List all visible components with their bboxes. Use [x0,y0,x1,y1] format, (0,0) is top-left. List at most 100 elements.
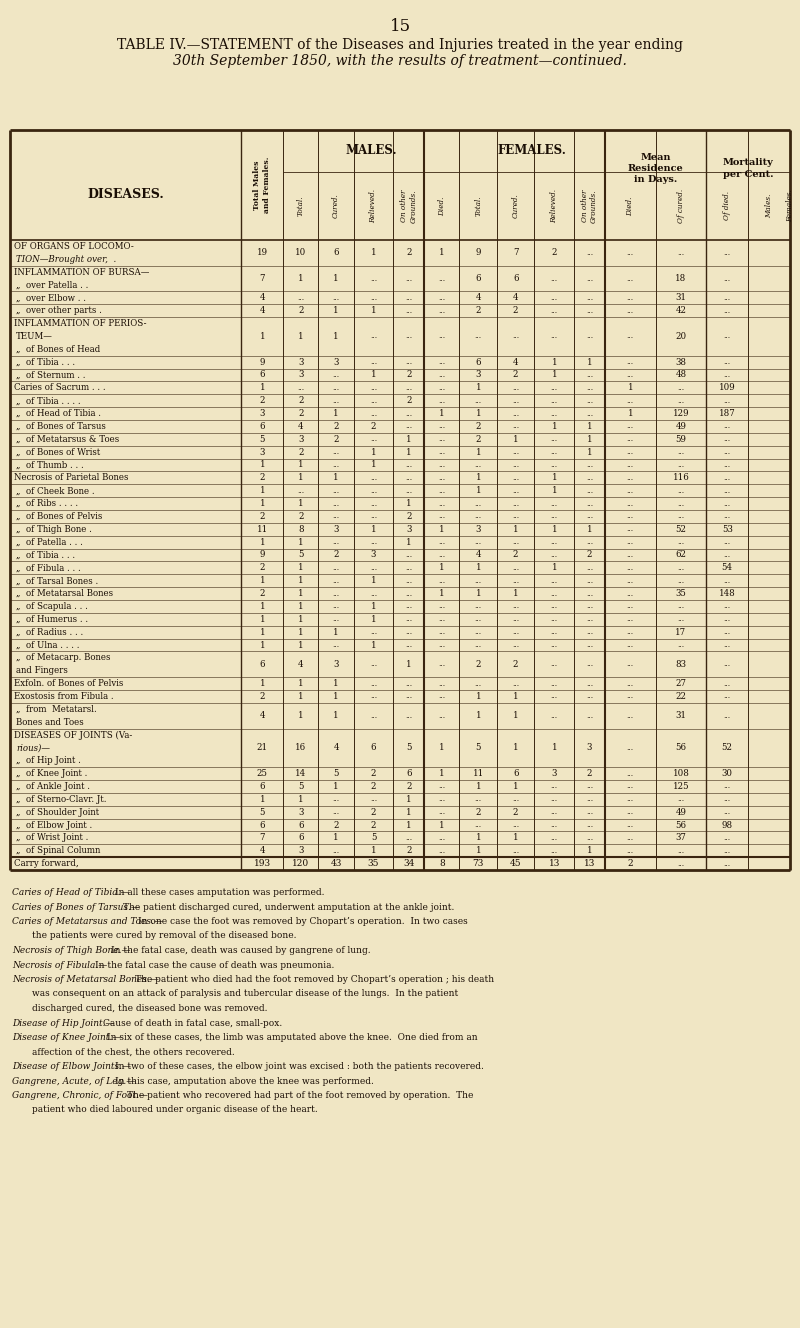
Text: ...: ... [512,821,519,829]
Text: 1: 1 [334,834,339,842]
Text: ...: ... [586,384,593,392]
Text: 2: 2 [371,821,376,830]
Text: 1: 1 [586,525,592,534]
Text: „  of Spinal Column: „ of Spinal Column [16,846,100,855]
Text: ...: ... [333,448,340,456]
Text: „  of Thigh Bone .: „ of Thigh Bone . [16,525,92,534]
Text: ...: ... [724,474,730,482]
Text: 1: 1 [259,499,265,509]
Text: 9: 9 [259,357,265,367]
Text: 1: 1 [406,660,412,669]
Text: ...: ... [406,564,412,572]
Text: ...: ... [438,359,446,367]
Text: ...: ... [438,371,446,378]
Text: 1: 1 [259,384,265,392]
Text: ...: ... [474,332,482,340]
Text: In one case the foot was removed by Chopart’s operation.  In two cases: In one case the foot was removed by Chop… [138,918,468,926]
Text: ...: ... [626,526,634,534]
Text: 1: 1 [334,628,339,636]
Text: ...: ... [678,603,685,611]
Text: ...: ... [438,628,446,636]
Text: 2: 2 [513,660,518,669]
Text: 2: 2 [513,307,518,315]
Text: 2: 2 [406,782,411,791]
Text: Total.: Total. [474,195,482,216]
Text: 98: 98 [722,821,733,830]
Text: 6: 6 [371,744,376,753]
Text: ...: ... [586,680,593,688]
Text: ...: ... [406,603,412,611]
Text: ...: ... [406,474,412,482]
Text: rious)—: rious)— [16,744,50,753]
Text: ...: ... [550,461,558,469]
Text: 1: 1 [551,357,557,367]
Text: 1: 1 [334,679,339,688]
Text: 30: 30 [722,769,733,778]
Text: 3: 3 [406,525,411,534]
Text: ...: ... [626,397,634,405]
Text: ...: ... [550,384,558,392]
Text: ...: ... [438,834,446,842]
Text: ...: ... [626,615,634,623]
Text: Cause of death in fatal case, small-pox.: Cause of death in fatal case, small-pox. [103,1019,282,1028]
Text: 4: 4 [259,293,265,303]
Text: ...: ... [626,371,634,378]
Text: ...: ... [406,461,412,469]
Text: 5: 5 [475,744,481,753]
Text: 1: 1 [370,615,376,624]
Text: „  of Thumb . . .: „ of Thumb . . . [16,461,84,470]
Text: ...: ... [512,603,519,611]
Text: ...: ... [333,371,340,378]
Text: ...: ... [678,795,685,803]
Text: ...: ... [586,603,593,611]
Text: 17: 17 [675,628,686,636]
Text: 22: 22 [675,692,686,701]
Text: ...: ... [333,487,340,495]
Text: ...: ... [724,628,730,636]
Text: DISEASES.: DISEASES. [87,189,164,202]
Text: ...: ... [550,641,558,649]
Text: ...: ... [370,692,377,700]
Text: 19: 19 [257,248,268,258]
Text: 18: 18 [675,274,686,283]
Text: ...: ... [550,397,558,405]
Text: „  of Bones of Pelvis: „ of Bones of Pelvis [16,511,102,521]
Text: 6: 6 [259,422,265,430]
Text: Mean
Residence
in Days.: Mean Residence in Days. [628,153,683,185]
Text: 11: 11 [473,769,484,778]
Text: ...: ... [626,769,634,778]
Text: 1: 1 [298,499,304,509]
Text: ...: ... [298,384,305,392]
Text: 1: 1 [475,473,481,482]
Text: ...: ... [724,371,730,378]
Text: ...: ... [474,499,482,507]
Text: ...: ... [586,821,593,829]
Text: 2: 2 [259,692,265,701]
Text: ...: ... [678,384,685,392]
Text: Carry forward,: Carry forward, [14,859,78,869]
Text: ...: ... [678,461,685,469]
Text: 1: 1 [475,692,481,701]
Text: ...: ... [550,307,558,315]
Text: ...: ... [586,834,593,842]
Text: ...: ... [550,409,558,417]
Text: 1: 1 [513,590,518,598]
Text: ...: ... [370,680,377,688]
Text: „  of Sterno-Clavr. Jt.: „ of Sterno-Clavr. Jt. [16,794,106,803]
Text: 2: 2 [475,660,481,669]
Text: 1: 1 [513,525,518,534]
Text: ...: ... [626,744,634,752]
Text: 6: 6 [475,357,481,367]
Text: Caries of Sacrum . . .: Caries of Sacrum . . . [14,384,106,392]
Text: 1: 1 [298,692,304,701]
Text: ...: ... [438,397,446,405]
Text: ...: ... [626,307,634,315]
Text: ...: ... [724,615,730,623]
Text: 1: 1 [439,744,445,753]
Text: 1: 1 [551,486,557,495]
Text: ...: ... [626,660,634,668]
Text: Of cured.: Of cured. [677,189,685,223]
Text: 129: 129 [673,409,690,418]
Text: 53: 53 [722,525,733,534]
Text: Of died.: Of died. [723,191,731,220]
